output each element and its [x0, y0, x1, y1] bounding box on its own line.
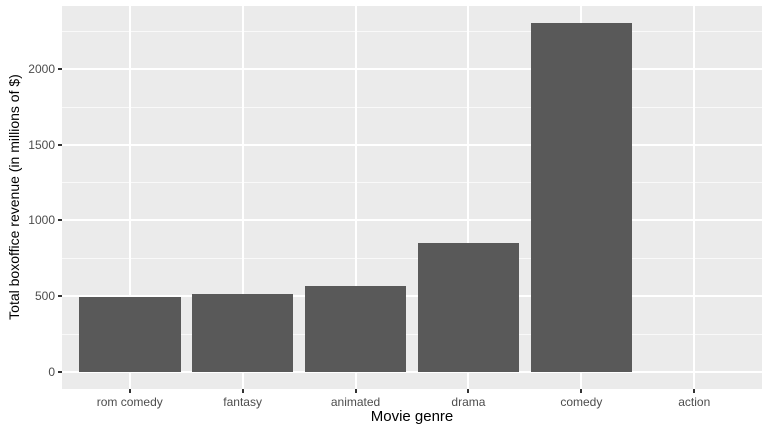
x-axis-tick-mark — [241, 389, 244, 393]
gridline-horizontal-minor — [62, 258, 762, 260]
x-axis-tick-label-fantasy: fantasy — [223, 395, 262, 409]
gridline-vertical-major — [467, 6, 470, 389]
y-axis-tick-label: 2000 — [28, 61, 55, 76]
x-axis-tick-label-comedy: comedy — [560, 395, 603, 409]
y-axis-tick-label: 0 — [48, 364, 55, 379]
bar-animated — [304, 286, 407, 372]
bar-drama — [417, 242, 520, 372]
x-axis-tick-label-rom-comedy: rom comedy — [96, 395, 163, 409]
gridline-horizontal-major — [62, 143, 762, 146]
y-axis-tick-label: 1500 — [28, 137, 55, 152]
gridline-horizontal-minor — [62, 106, 762, 108]
bar-fantasy — [191, 294, 294, 372]
gridline-horizontal-minor — [62, 182, 762, 184]
x-axis-tick-label-action: action — [678, 395, 711, 409]
gridline-vertical-major — [354, 6, 357, 389]
x-axis-tick-mark — [128, 389, 131, 393]
y-axis-tick-mark — [58, 143, 62, 146]
bar-rom-comedy — [78, 297, 181, 372]
gridline-horizontal-major — [62, 219, 762, 222]
y-axis-tick-mark — [58, 219, 62, 222]
gridline-vertical-major — [241, 6, 244, 389]
x-axis-tick-mark — [467, 389, 470, 393]
y-axis-tick-label: 500 — [34, 288, 55, 303]
gridline-horizontal-minor — [62, 333, 762, 335]
x-axis-tick-mark — [354, 389, 357, 393]
gridline-horizontal-major — [62, 67, 762, 70]
x-axis-tick-mark — [693, 389, 696, 393]
gridline-horizontal-major — [62, 294, 762, 297]
y-axis-tick-mark — [58, 294, 62, 297]
bar-comedy — [530, 23, 633, 372]
y-axis-title: Total boxoffice revenue (in millions of … — [6, 74, 22, 320]
y-axis-tick-mark — [58, 67, 62, 70]
x-axis-title: Movie genre — [370, 408, 454, 425]
x-axis-tick-label-drama: drama — [451, 395, 486, 409]
y-axis-tick-label: 1000 — [28, 213, 55, 228]
y-axis-tick-mark — [58, 370, 62, 373]
gridline-horizontal-major — [62, 370, 762, 373]
gridline-vertical-major — [693, 6, 696, 389]
x-axis-tick-mark — [580, 389, 583, 393]
gridline-vertical-major — [128, 6, 131, 389]
gridline-horizontal-minor — [62, 30, 762, 32]
plot-panel — [62, 6, 762, 389]
x-axis-tick-label-animated: animated — [330, 395, 381, 409]
